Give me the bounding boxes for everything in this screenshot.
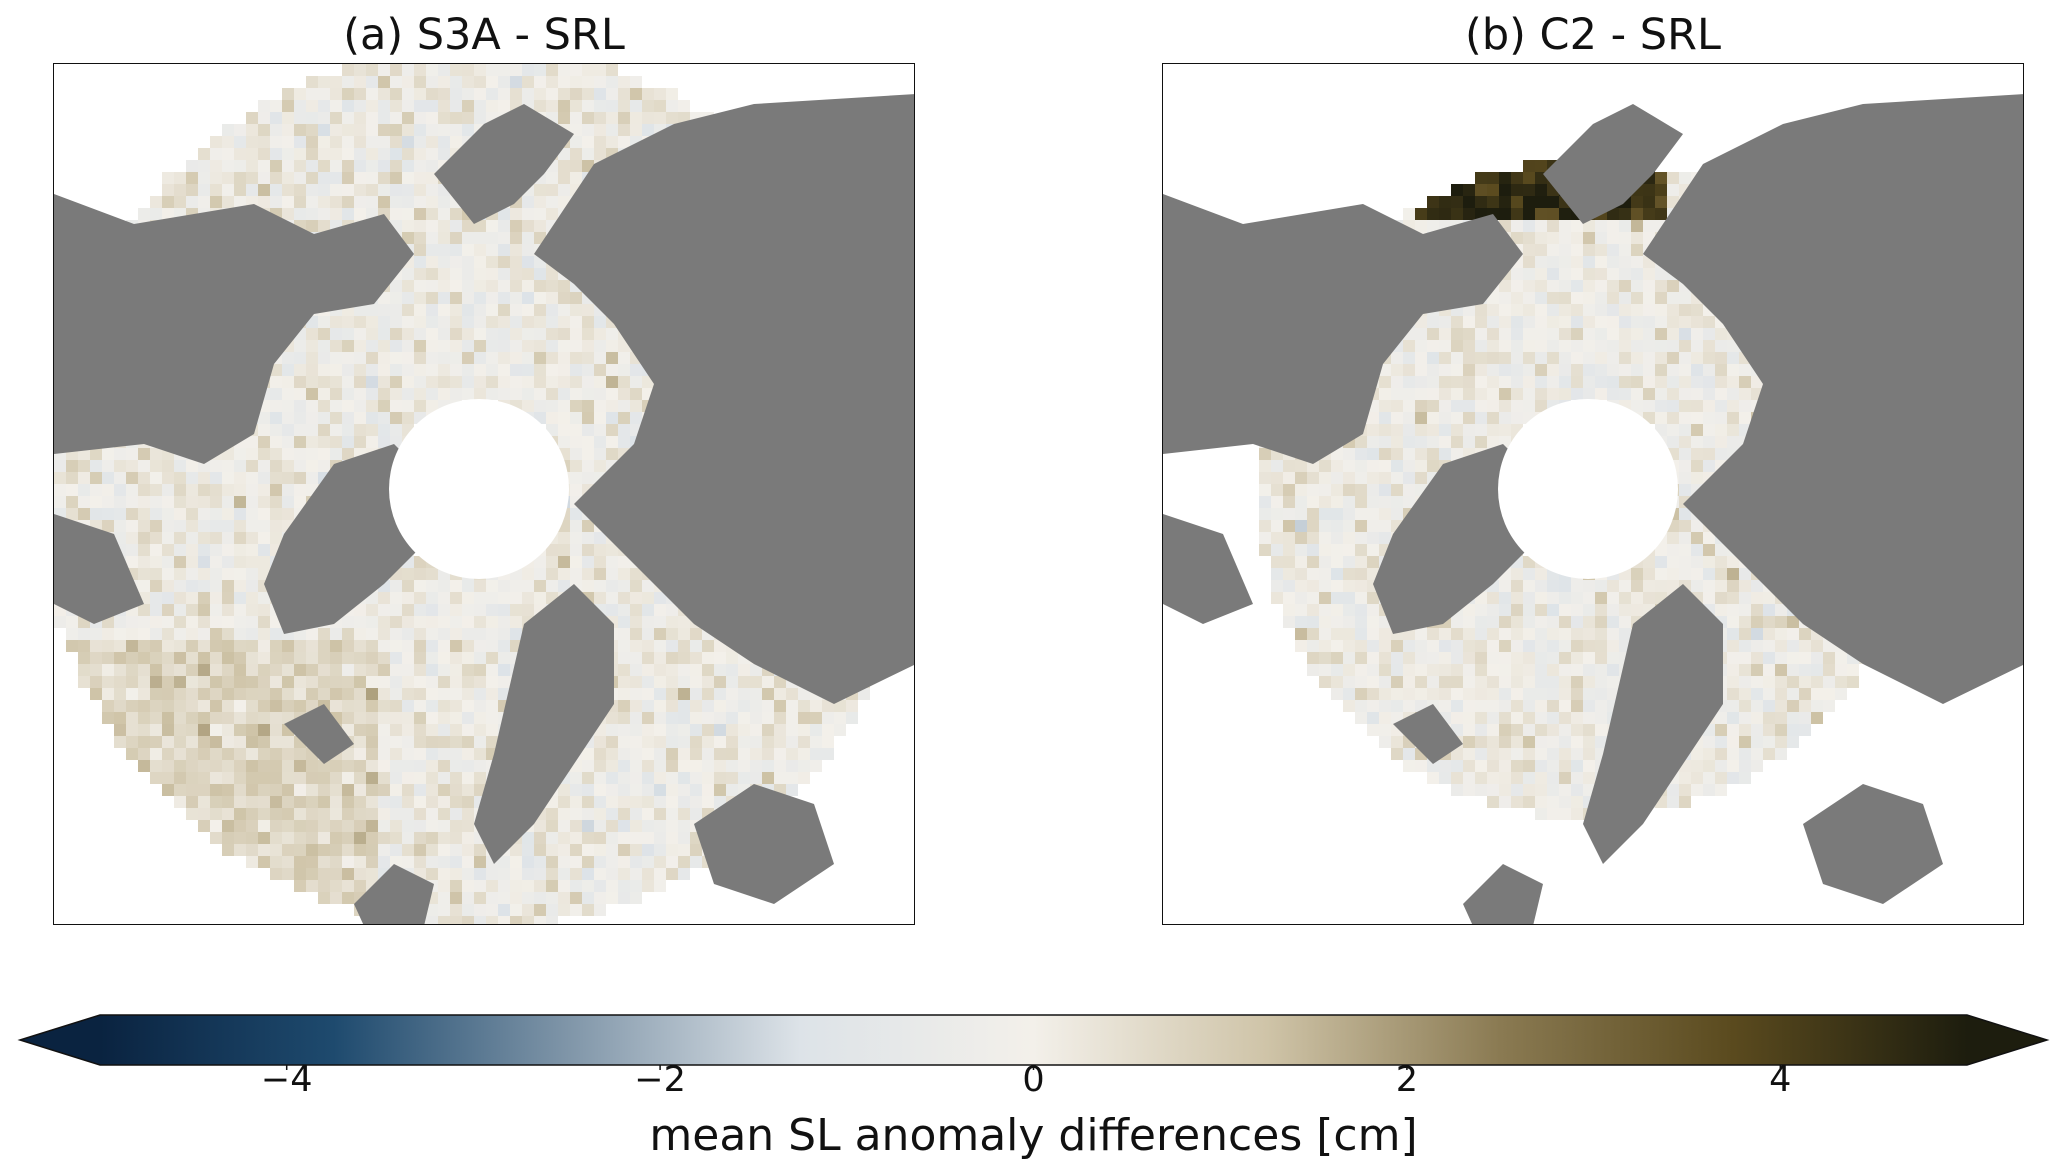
colorbar-tick-label: 0 [1022,1060,1045,1100]
colorbar-tick-label: −2 [634,1060,686,1100]
panel-b-land [1163,94,2023,924]
colorbar-gradient [100,1015,1967,1065]
panel-a-map [53,63,915,925]
colorbar-tickmarks [285,1065,1782,1070]
colorbar: −4 −2 0 2 4 mean SL anomaly differences [cm] [0,1000,2067,1172]
panel-a-pole-hole [389,399,569,579]
colorbar-tick-label: 4 [1769,1060,1792,1100]
panel-b-map [1162,63,2024,925]
colorbar-label: mean SL anomaly differences [cm] [649,1110,1418,1161]
colorbar-tick-label: −4 [260,1060,313,1100]
colorbar-outline [17,1014,2050,1066]
colorbar-extend-low [20,1015,100,1065]
panel-a-title: (a) S3A - SRL [343,10,625,60]
panel-b-pole-hole [1498,399,1678,579]
colorbar-extend-high [1967,1015,2047,1065]
colorbar-tick-label: 2 [1395,1060,1419,1100]
panel-b-title: (b) C2 - SRL [1465,10,1721,60]
panel-a-land [54,94,914,924]
